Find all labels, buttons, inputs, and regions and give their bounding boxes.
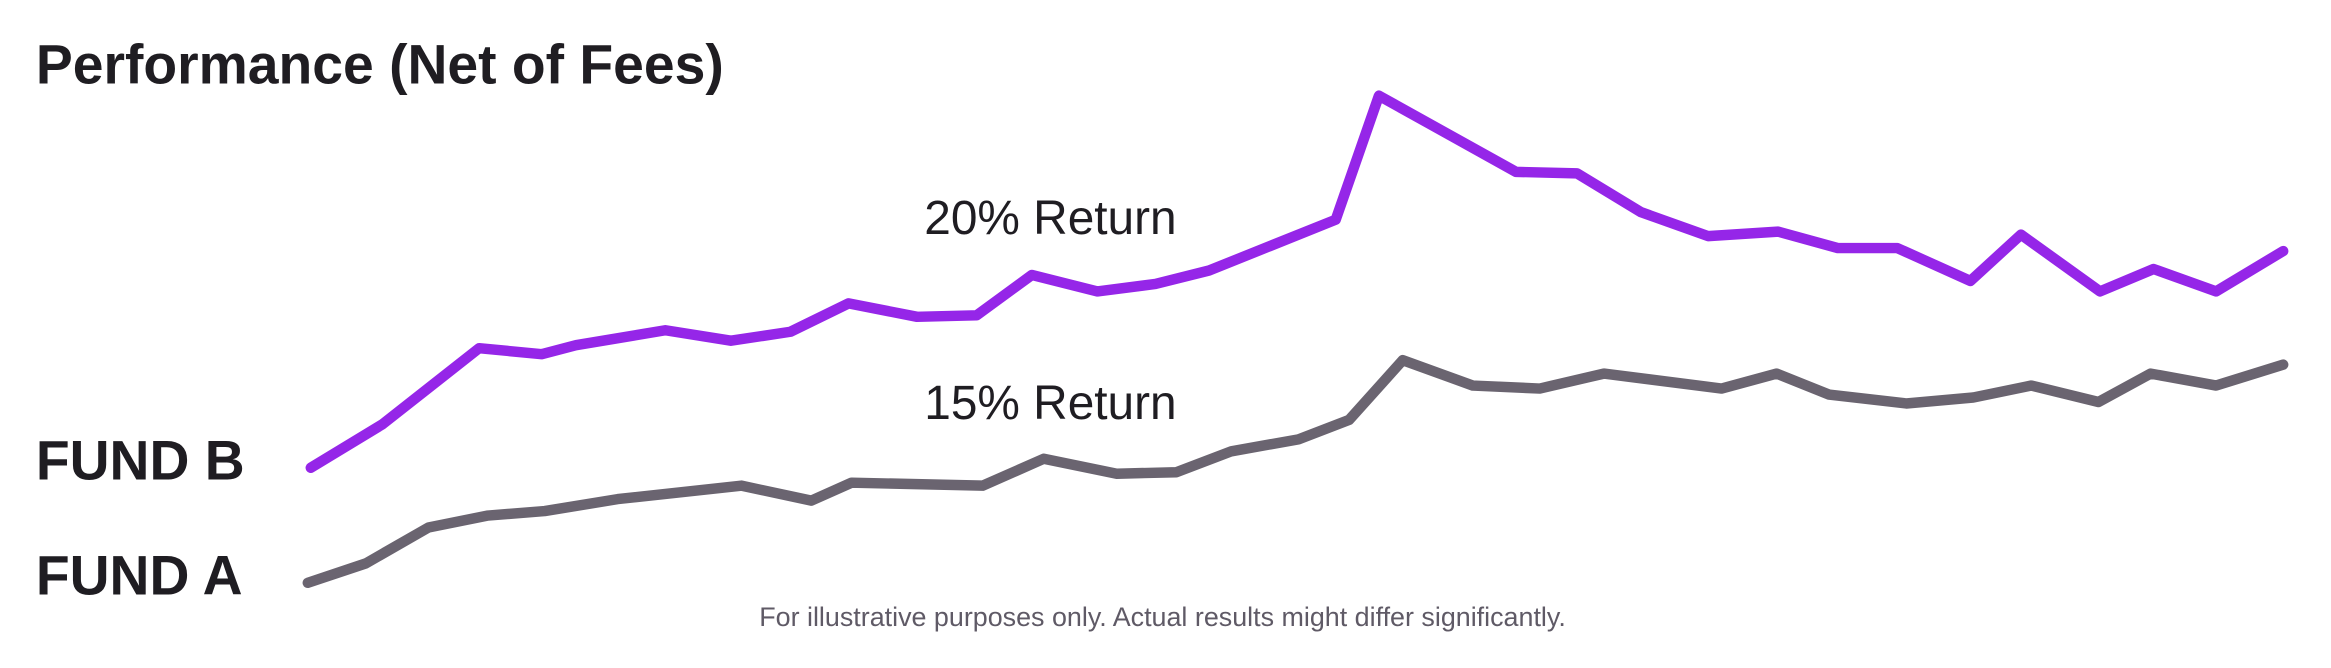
series-label: FUND A (36, 544, 243, 606)
series-line (305, 90, 2289, 473)
footnote: For illustrative purposes only. Actual r… (759, 602, 1566, 632)
annotation: 20% Return (924, 192, 1176, 245)
series-label: FUND B (36, 429, 245, 491)
annotation: 15% Return (924, 377, 1176, 430)
chart-title: Performance (Net of Fees) (36, 33, 724, 95)
series-line (302, 354, 2289, 589)
